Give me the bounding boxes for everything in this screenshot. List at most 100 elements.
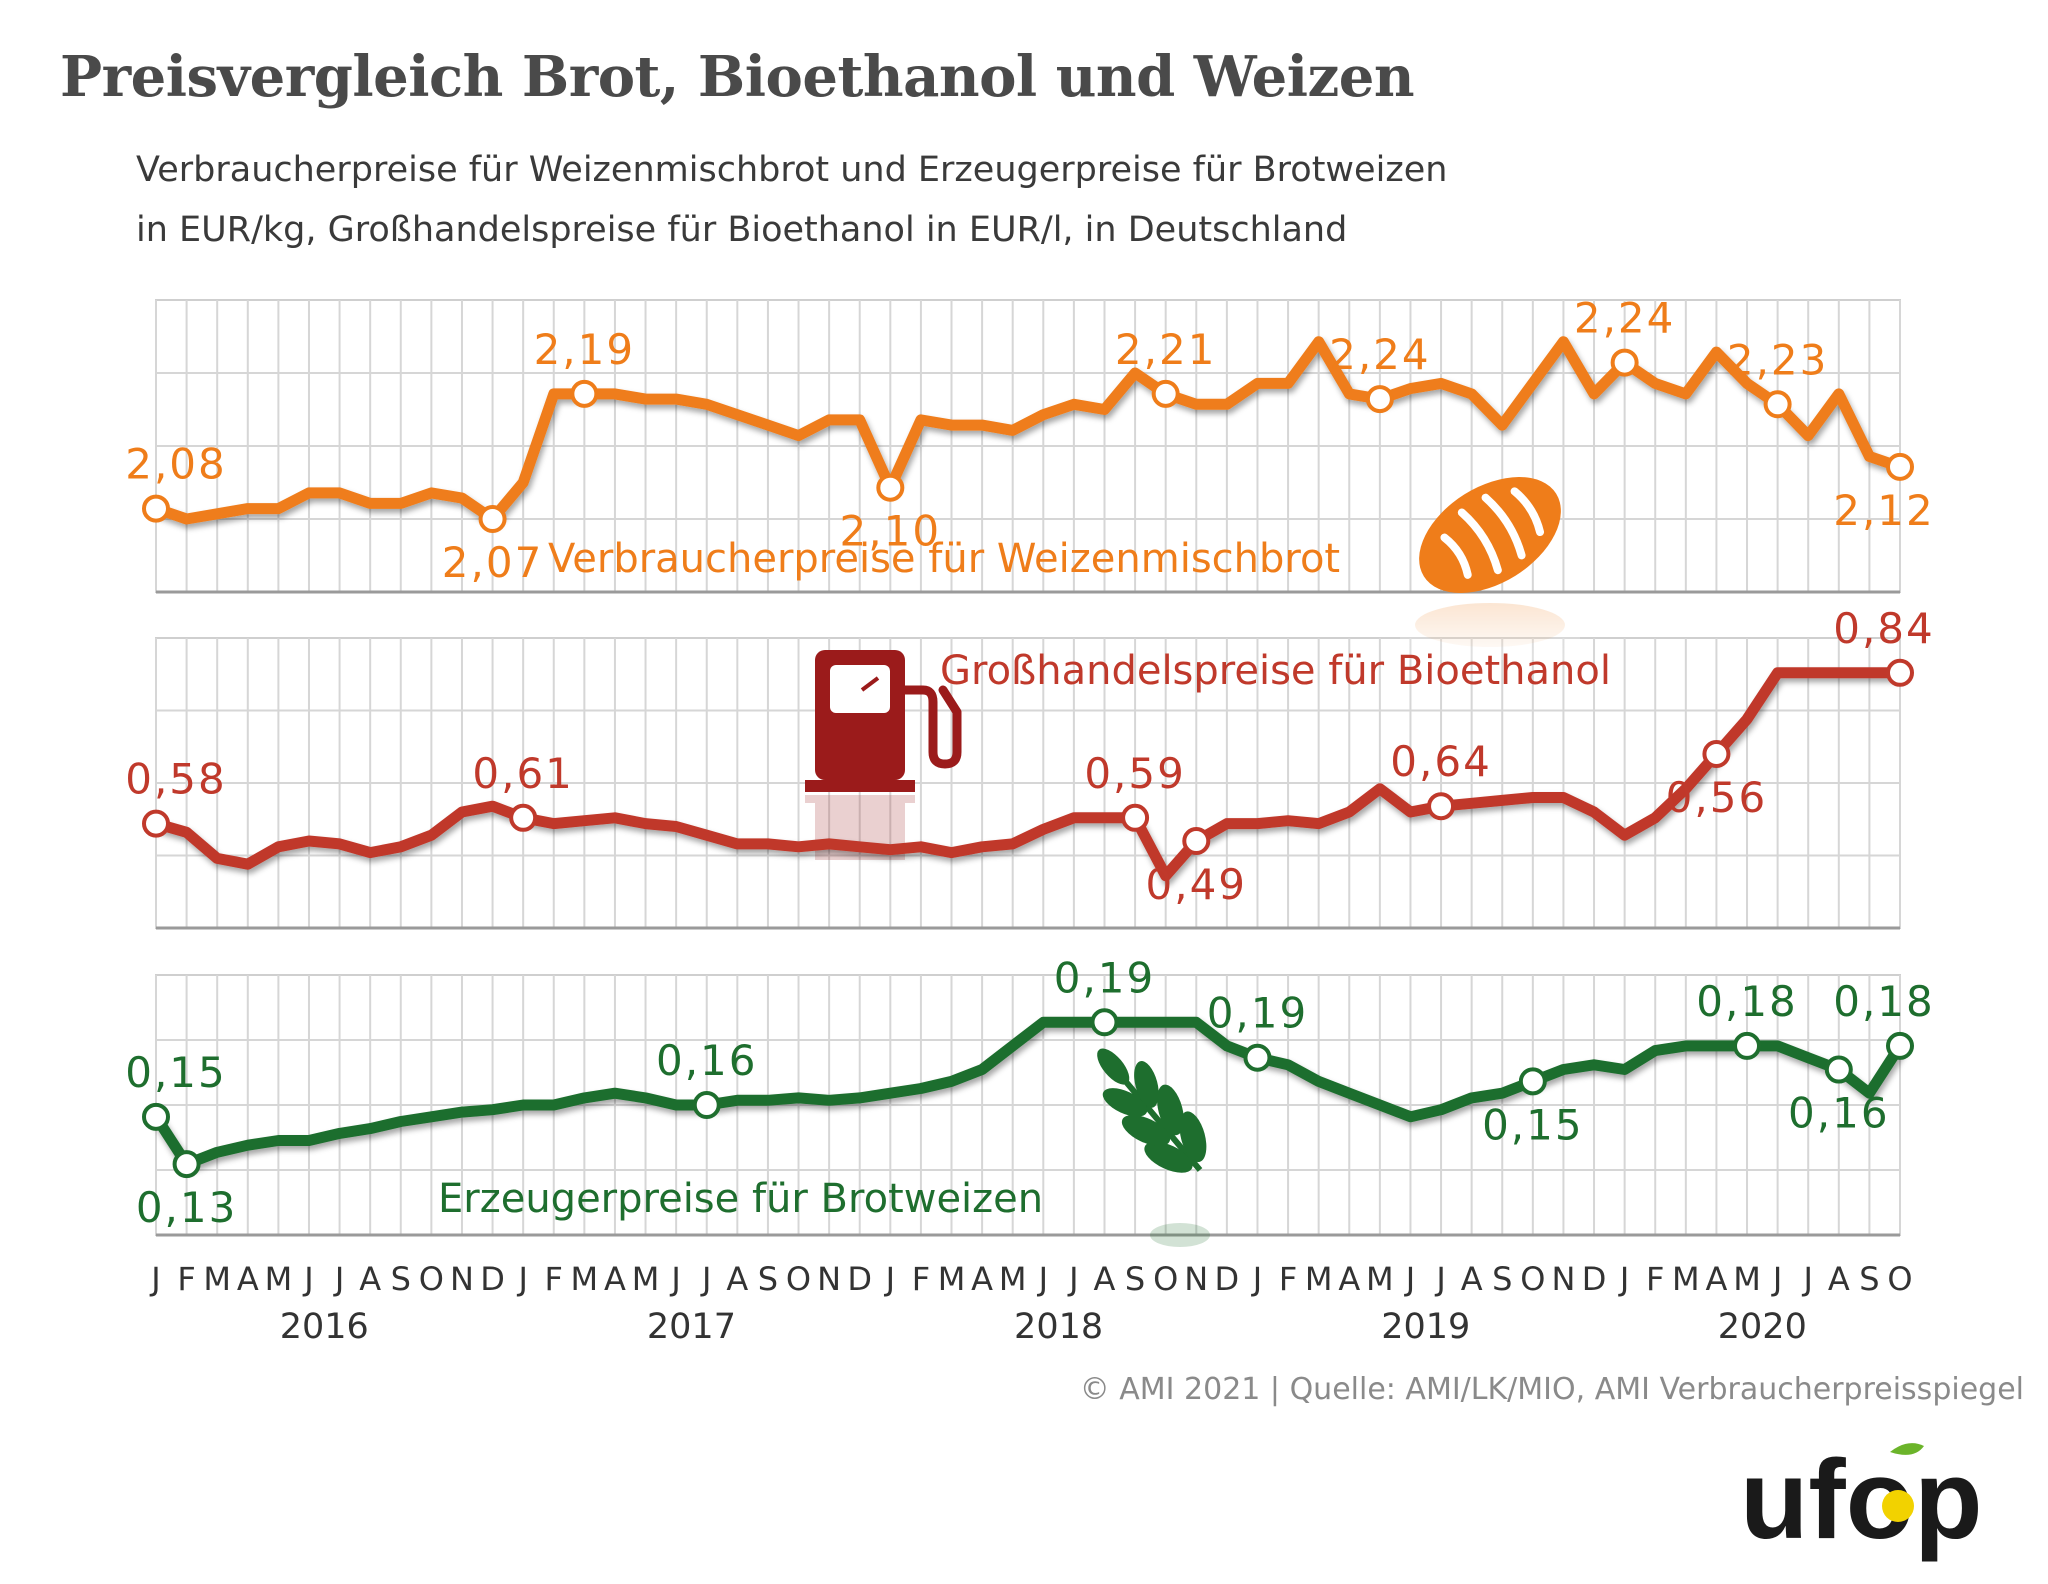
chart-icons	[805, 476, 1580, 1247]
data-point-marker	[570, 379, 599, 408]
data-label: 2,08	[125, 440, 227, 489]
panel-grid-3	[155, 974, 1901, 1237]
series-line	[150, 1016, 1906, 1170]
panel-grid-2	[155, 637, 1901, 930]
x-tick-label: M	[938, 1260, 966, 1298]
data-point-marker	[478, 505, 507, 533]
x-tick-label: M	[1366, 1260, 1394, 1298]
x-tick-label: J	[1067, 1260, 1078, 1298]
x-tick-label: A	[1705, 1260, 1727, 1298]
source-note: © AMI 2021 | Quelle: AMI/LK/MIO, AMI Ver…	[1079, 1372, 2024, 1407]
data-label: 0,13	[136, 1183, 238, 1232]
series-line	[150, 336, 1906, 525]
x-tick-label: J	[1434, 1260, 1445, 1298]
bread-reflection	[1400, 600, 1580, 660]
data-point-marker	[142, 494, 170, 523]
x-tick-label: J	[1771, 1260, 1782, 1298]
year-label: 2017	[647, 1307, 736, 1347]
x-tick-label: O	[1153, 1260, 1178, 1298]
x-tick-label: D	[480, 1260, 505, 1298]
x-tick-label: M	[571, 1260, 599, 1298]
data-point-marker	[509, 803, 538, 832]
data-point-marker	[1610, 348, 1639, 377]
bread-icon	[1419, 476, 1561, 594]
x-tick-label: N	[1184, 1260, 1208, 1298]
x-tick-label: O	[419, 1260, 444, 1298]
data-label: 2,21	[1115, 325, 1217, 374]
page-title: Preisvergleich Brot, Bioethanol und Weiz…	[60, 44, 1415, 110]
data-label: 0,15	[125, 1048, 227, 1097]
x-tick-label: F	[177, 1260, 195, 1298]
logo-text: ufop	[1740, 1437, 1983, 1562]
data-label: 2,23	[1727, 335, 1829, 384]
data-point-marker	[172, 1150, 201, 1179]
x-tick-label: J	[1251, 1260, 1262, 1298]
x-tick-label: A	[604, 1260, 626, 1298]
data-label: 0,15	[1482, 1100, 1584, 1149]
x-tick-label: J	[884, 1260, 895, 1298]
data-point-marker	[1121, 803, 1150, 832]
series-name-label: Großhandelspreise für Bioethanol	[940, 648, 1611, 694]
data-label: 0,18	[1833, 977, 1935, 1026]
x-tick-label: A	[1094, 1260, 1116, 1298]
x-tick-label: A	[359, 1260, 381, 1298]
data-label: 0,58	[125, 755, 227, 804]
year-label: 2016	[280, 1307, 369, 1347]
data-label: 0,64	[1390, 737, 1492, 786]
x-tick-label: J	[669, 1260, 680, 1298]
x-tick-label: J	[1618, 1260, 1629, 1298]
data-point-marker	[1182, 827, 1211, 855]
data-point-marker	[1365, 385, 1394, 414]
x-tick-label: A	[237, 1260, 259, 1298]
x-tick-label: O	[1887, 1260, 1912, 1298]
x-tick-label: N	[817, 1260, 841, 1298]
x-tick-label: M	[1733, 1260, 1761, 1298]
x-tick-label: J	[302, 1260, 313, 1298]
series-name-label: Erzeugerpreise für Brotweizen	[438, 1176, 1043, 1222]
x-tick-label: J	[149, 1260, 160, 1298]
x-tick-label: F	[1279, 1260, 1297, 1298]
x-tick-label: S	[1125, 1260, 1145, 1298]
data-point-marker	[1886, 1031, 1914, 1060]
series-1: 2,08 2,07 2,19 2,10 2,21 2,24 2,24 2,23 2,12 Verb…	[125, 294, 1933, 587]
x-tick-label: J	[700, 1260, 711, 1298]
x-tick-label: S	[391, 1260, 411, 1298]
data-point-marker	[142, 809, 170, 838]
data-point-marker	[1243, 1043, 1272, 1072]
data-point-marker	[1886, 658, 1914, 687]
x-tick-label: F	[1646, 1260, 1664, 1298]
x-tick-label: S	[1859, 1260, 1879, 1298]
panel-grid-1	[155, 299, 1901, 594]
data-label: 0,84	[1833, 604, 1935, 653]
logo-leaf-icon	[1890, 1443, 1924, 1455]
x-tick-label: J	[1037, 1260, 1048, 1298]
subtitle-line-1: Verbraucherpreise für Weizenmischbrot un…	[136, 150, 1448, 190]
data-point-marker	[142, 1102, 170, 1131]
year-label: 2018	[1014, 1307, 1103, 1347]
data-point-marker	[1886, 452, 1914, 481]
chart-grids	[155, 299, 1901, 1237]
ufop-logo: ufop	[1740, 1437, 1983, 1562]
series-line	[150, 667, 1906, 882]
x-tick-label: M	[632, 1260, 660, 1298]
data-point-marker	[1763, 390, 1792, 419]
x-tick-label: M	[1672, 1260, 1700, 1298]
series-2: 0,58 0,61 0,59 0,49 0,64 0,56 0,84 Großhandelsp…	[125, 604, 1935, 909]
x-tick-label: M	[203, 1260, 231, 1298]
data-label: 0,18	[1696, 977, 1798, 1026]
x-tick-label: S	[1492, 1260, 1512, 1298]
x-tick-label: F	[912, 1260, 930, 1298]
data-point-marker	[876, 473, 905, 502]
data-point-marker	[1518, 1067, 1547, 1096]
data-point-marker	[1824, 1055, 1853, 1084]
x-tick-label: O	[1520, 1260, 1545, 1298]
data-label: 2,24	[1574, 294, 1676, 343]
series-name-label: Verbraucherpreise für Weizenmischbrot	[548, 536, 1340, 582]
x-tick-label: M	[999, 1260, 1027, 1298]
logo-seed-icon	[1882, 1490, 1914, 1522]
x-tick-label: D	[847, 1260, 872, 1298]
x-tick-label: A	[971, 1260, 993, 1298]
data-label: 0,61	[472, 749, 574, 798]
